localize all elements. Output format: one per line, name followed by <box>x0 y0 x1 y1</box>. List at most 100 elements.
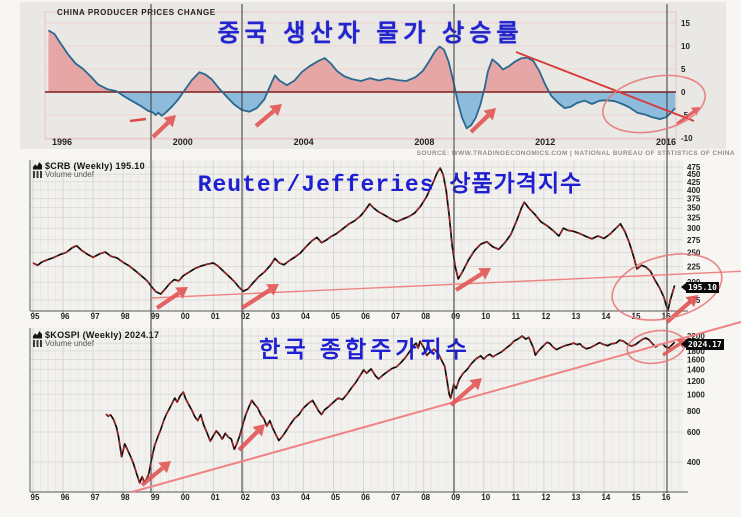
svg-text:01: 01 <box>211 493 220 502</box>
svg-text:10: 10 <box>481 493 490 502</box>
svg-text:475: 475 <box>687 163 701 172</box>
svg-text:325: 325 <box>687 214 701 223</box>
highlight-ellipses <box>602 74 723 365</box>
ppi-2009-arrow-icon <box>469 108 496 134</box>
svg-text:450: 450 <box>687 170 701 179</box>
kospi-2009-arrow-icon <box>449 378 482 407</box>
svg-text:08: 08 <box>421 312 430 321</box>
svg-text:16: 16 <box>662 493 671 502</box>
svg-text:99: 99 <box>151 493 160 502</box>
cycle-alignment-vertical-lines <box>150 4 668 493</box>
crb-last-price-tag: 195.10 <box>681 282 719 293</box>
kospi-last-price-tag: 2024.17 <box>681 339 724 350</box>
volume-bars-icon <box>33 340 42 347</box>
ppi-plot <box>44 11 677 140</box>
ppi-1999-arrow-icon <box>151 115 176 139</box>
svg-text:2200: 2200 <box>687 332 705 341</box>
ppi-y-axis-labels: 15 10 5 0 -5 -10 <box>681 19 693 143</box>
ppi-area-positive <box>48 30 676 92</box>
svg-text:12: 12 <box>541 312 550 321</box>
svg-text:01: 01 <box>211 312 220 321</box>
svg-text:2004: 2004 <box>294 137 314 147</box>
svg-text:300: 300 <box>687 224 701 233</box>
crb-support-line <box>151 270 741 299</box>
svg-text:98: 98 <box>121 493 130 502</box>
svg-text:2008: 2008 <box>414 137 434 147</box>
svg-text:02: 02 <box>241 493 250 502</box>
ppi-2016-arrow-icon <box>676 107 700 126</box>
svg-text:1000: 1000 <box>687 390 705 399</box>
svg-text:09: 09 <box>451 493 460 502</box>
svg-text:99: 99 <box>151 312 160 321</box>
svg-text:-10: -10 <box>681 134 693 143</box>
kospi-x-axis-labels: 95 96 97 98 99 00 01 02 03 04 05 06 07 08 09 10 11 12 13 14… <box>31 492 671 502</box>
svg-text:425: 425 <box>687 178 701 187</box>
svg-text:2016: 2016 <box>656 137 676 147</box>
svg-text:07: 07 <box>391 493 400 502</box>
ppi-circle-highlight <box>602 74 706 134</box>
svg-text:96: 96 <box>61 312 70 321</box>
svg-text:375: 375 <box>687 194 701 203</box>
crb-legend: $CRB (Weekly) 195.10 Volume undef <box>33 161 145 179</box>
svg-text:0: 0 <box>681 88 686 97</box>
ppi-low-dash-line <box>129 117 147 123</box>
svg-text:1800: 1800 <box>687 347 705 356</box>
crb-1999-arrow-icon <box>155 287 188 310</box>
crb-2009-arrow-icon <box>454 268 491 292</box>
svg-text:11: 11 <box>512 493 521 502</box>
trend-lines <box>129 51 741 493</box>
svg-text:04: 04 <box>301 312 310 321</box>
svg-text:1400: 1400 <box>687 365 705 374</box>
svg-text:400: 400 <box>687 458 701 467</box>
kospi-volume-label: Volume undef <box>45 339 94 348</box>
svg-text:03: 03 <box>271 312 280 321</box>
svg-text:95: 95 <box>31 493 40 502</box>
svg-text:-5: -5 <box>681 111 689 120</box>
crb-plot <box>29 160 688 313</box>
svg-text:02: 02 <box>241 312 250 321</box>
ppi-korean-title: 중국 생산자 물가 상승률 <box>217 20 524 47</box>
volume-bars-icon <box>33 171 42 178</box>
crb-x-axis-labels: 95 96 97 98 99 00 01 02 03 04 05 06 07 08 09 10 11 12 13 14… <box>31 311 671 321</box>
svg-text:08: 08 <box>421 493 430 502</box>
crb-korean-title: Reuter/Jefferies 상품가격지수 <box>197 172 583 198</box>
ppi-x-axis-labels: 1996 2000 2004 2008 2012 2016 <box>52 137 676 147</box>
svg-text:1200: 1200 <box>687 377 705 386</box>
svg-text:98: 98 <box>121 312 130 321</box>
svg-text:97: 97 <box>91 312 100 321</box>
svg-text:225: 225 <box>687 263 701 272</box>
kospi-symbol-label: $KOSPI (Weekly) 2024.17 <box>45 329 160 340</box>
svg-text:00: 00 <box>181 312 190 321</box>
svg-text:10: 10 <box>681 42 690 51</box>
svg-text:11: 11 <box>512 312 521 321</box>
svg-text:5: 5 <box>681 65 686 74</box>
svg-text:14: 14 <box>601 493 610 502</box>
kospi-moving-average-line <box>105 335 675 485</box>
kospi-last-price-value: 2024.17 <box>688 340 722 349</box>
kospi-uptrend-line <box>131 320 741 493</box>
price-chart-icon <box>33 331 42 339</box>
source-attribution: SOURCE: WWW.TRADINGECONOMICS.COM | NATIO… <box>416 150 735 157</box>
kospi-legend: $KOSPI (Weekly) 2024.17 Volume undef <box>33 330 159 348</box>
crb-volume-label: Volume undef <box>45 170 94 179</box>
kospi-korean-title: 한국 종합주가지수 <box>259 336 471 362</box>
svg-text:00: 00 <box>181 493 190 502</box>
crb-circle-highlight <box>611 253 723 321</box>
price-tag-pointer-icon <box>681 340 686 348</box>
svg-text:10: 10 <box>481 312 490 321</box>
svg-text:06: 06 <box>361 493 370 502</box>
svg-text:15: 15 <box>681 19 690 28</box>
svg-text:275: 275 <box>687 236 701 245</box>
svg-text:400: 400 <box>687 186 701 195</box>
svg-text:14: 14 <box>601 312 610 321</box>
kospi-1998-arrow-icon <box>140 461 171 487</box>
svg-text:2012: 2012 <box>535 137 555 147</box>
crb-symbol-label: $CRB (Weekly) 195.10 <box>45 160 145 171</box>
svg-text:1996: 1996 <box>52 137 72 147</box>
svg-text:05: 05 <box>331 493 340 502</box>
crb-moving-average-line <box>32 167 676 313</box>
svg-text:05: 05 <box>331 312 340 321</box>
